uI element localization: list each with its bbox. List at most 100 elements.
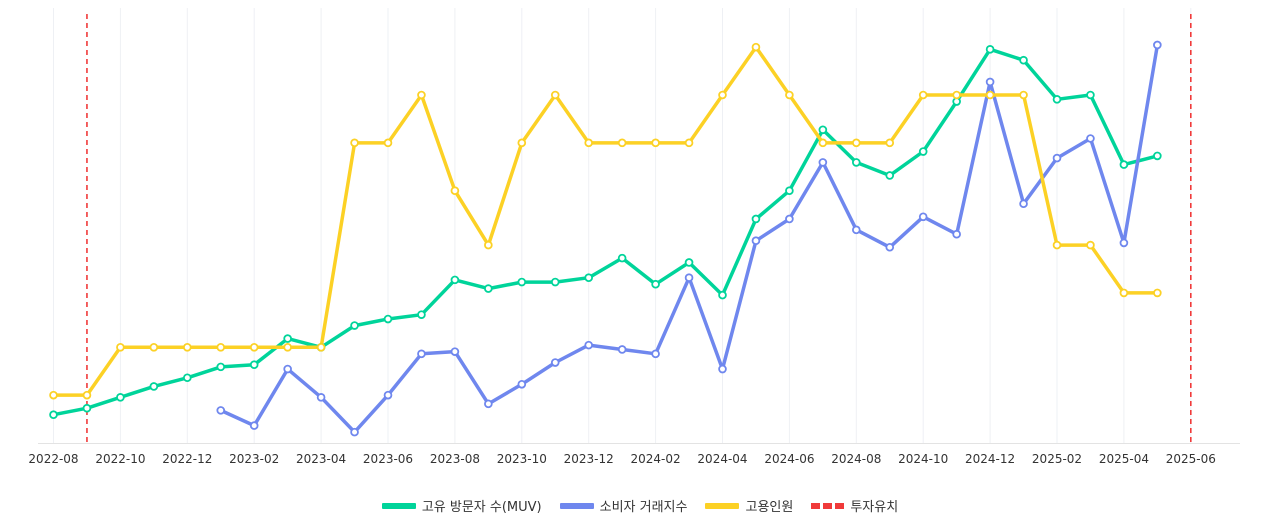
- data-point-series-0-2022-12[interactable]: [183, 373, 192, 383]
- data-point-series-2-2022-08[interactable]: [49, 390, 58, 400]
- data-point-series-0-2023-12[interactable]: [584, 273, 593, 283]
- data-point-series-2-2023-08[interactable]: [450, 186, 460, 196]
- data-point-series-2-2024-05[interactable]: [751, 42, 761, 52]
- data-point-series-1-2024-05[interactable]: [751, 236, 761, 246]
- data-point-series-0-2024-06[interactable]: [785, 186, 794, 196]
- data-point-series-2-2023-04[interactable]: [316, 342, 326, 352]
- data-point-series-2-2025-02[interactable]: [1052, 240, 1062, 250]
- data-point-series-1-2023-03[interactable]: [283, 364, 292, 374]
- data-point-series-1-2023-04[interactable]: [316, 393, 326, 402]
- data-point-series-2-2024-09[interactable]: [885, 138, 895, 148]
- data-point-series-2-2024-02[interactable]: [651, 138, 660, 148]
- data-point-series-2-2023-05[interactable]: [350, 138, 359, 148]
- data-point-series-2-2023-11[interactable]: [550, 90, 560, 100]
- data-point-series-0-2024-05[interactable]: [751, 214, 761, 224]
- data-point-series-2-2023-12[interactable]: [584, 138, 593, 148]
- data-point-series-1-2025-05[interactable]: [1153, 40, 1162, 50]
- data-point-series-0-2023-02[interactable]: [249, 360, 259, 370]
- legend-item-muv[interactable]: 고유 방문자 수(MUV): [381, 496, 542, 515]
- legend-item-investment[interactable]: 투자유치: [811, 496, 898, 515]
- data-point-series-2-2024-10[interactable]: [918, 90, 928, 100]
- data-point-series-1-2024-08[interactable]: [851, 225, 861, 235]
- data-point-series-1-2023-11[interactable]: [550, 358, 560, 367]
- legend-item-employees[interactable]: 고용인원: [705, 496, 793, 515]
- data-point-series-1-2025-03[interactable]: [1086, 134, 1095, 143]
- data-point-series-1-2023-10[interactable]: [517, 379, 527, 389]
- legend-item-consumer-index[interactable]: 소비자 거래지수: [559, 496, 687, 515]
- data-point-series-1-2024-02[interactable]: [651, 349, 660, 359]
- data-point-series-2-2023-03[interactable]: [283, 342, 292, 352]
- data-point-series-2-2024-12[interactable]: [985, 90, 995, 100]
- data-point-series-2-2025-03[interactable]: [1086, 240, 1095, 250]
- data-point-series-0-2022-09[interactable]: [82, 403, 92, 413]
- data-point-series-2-2023-10[interactable]: [517, 138, 527, 148]
- data-point-series-0-2023-11[interactable]: [550, 277, 560, 287]
- data-point-series-2-2024-07[interactable]: [818, 138, 828, 148]
- data-point-series-1-2024-07[interactable]: [818, 158, 828, 167]
- data-point-series-1-2023-07[interactable]: [417, 349, 426, 359]
- data-point-series-2-2022-10[interactable]: [116, 342, 125, 352]
- data-point-series-0-2024-09[interactable]: [885, 171, 895, 180]
- data-point-series-1-2025-01[interactable]: [1019, 199, 1028, 209]
- data-point-series-2-2022-09[interactable]: [82, 390, 92, 400]
- data-point-series-0-2023-06[interactable]: [383, 314, 393, 324]
- data-point-series-0-2025-03[interactable]: [1086, 90, 1095, 100]
- data-point-series-0-2024-07[interactable]: [818, 125, 828, 135]
- data-point-series-0-2024-12[interactable]: [985, 45, 995, 54]
- data-point-series-2-2023-07[interactable]: [417, 90, 426, 100]
- data-point-series-2-2024-11[interactable]: [952, 90, 961, 100]
- data-point-series-2-2024-01[interactable]: [617, 138, 627, 148]
- data-point-series-0-2023-05[interactable]: [350, 321, 359, 330]
- data-point-series-0-2023-03[interactable]: [283, 334, 292, 343]
- data-point-series-0-2022-10[interactable]: [116, 393, 125, 402]
- data-point-series-2-2024-04[interactable]: [718, 90, 727, 100]
- data-point-series-0-2024-02[interactable]: [651, 279, 660, 289]
- data-point-series-2-2023-06[interactable]: [383, 138, 393, 148]
- data-point-series-1-2024-06[interactable]: [785, 214, 794, 224]
- data-point-series-0-2024-01[interactable]: [617, 253, 627, 263]
- data-point-series-1-2023-06[interactable]: [383, 390, 393, 400]
- data-point-series-0-2025-02[interactable]: [1052, 95, 1062, 104]
- data-point-series-2-2023-01[interactable]: [216, 342, 226, 352]
- data-point-series-1-2024-10[interactable]: [918, 212, 928, 222]
- data-point-series-1-2023-12[interactable]: [584, 340, 593, 350]
- data-point-series-1-2023-02[interactable]: [249, 421, 259, 430]
- data-point-series-2-2025-04[interactable]: [1119, 288, 1129, 298]
- data-point-series-0-2022-08[interactable]: [49, 410, 58, 420]
- data-point-series-2-2025-05[interactable]: [1153, 288, 1162, 298]
- data-point-series-1-2023-05[interactable]: [350, 427, 359, 437]
- data-point-series-1-2023-01[interactable]: [216, 406, 226, 415]
- data-point-series-1-2023-08[interactable]: [450, 347, 460, 356]
- data-point-series-0-2025-01[interactable]: [1019, 55, 1028, 65]
- data-point-series-1-2024-12[interactable]: [985, 77, 995, 87]
- legend-label-muv: 고유 방문자 수(MUV): [421, 500, 542, 515]
- data-point-series-2-2024-03[interactable]: [684, 138, 694, 148]
- data-point-series-0-2023-07[interactable]: [417, 310, 426, 319]
- data-point-series-0-2023-08[interactable]: [450, 275, 460, 285]
- data-point-series-0-2023-01[interactable]: [216, 362, 226, 372]
- data-point-series-2-2022-12[interactable]: [183, 342, 192, 352]
- data-point-series-2-2023-02[interactable]: [249, 342, 259, 352]
- data-point-series-0-2025-04[interactable]: [1119, 160, 1129, 169]
- data-point-series-0-2024-08[interactable]: [851, 158, 861, 167]
- data-point-series-0-2024-10[interactable]: [918, 147, 928, 156]
- data-point-series-0-2024-04[interactable]: [718, 290, 727, 300]
- data-point-series-2-2022-11[interactable]: [149, 342, 159, 352]
- data-point-series-1-2024-01[interactable]: [617, 345, 627, 354]
- data-point-series-0-2023-10[interactable]: [517, 277, 527, 287]
- data-point-series-0-2024-03[interactable]: [684, 258, 694, 267]
- data-point-series-0-2023-09[interactable]: [484, 284, 493, 293]
- data-point-series-2-2024-06[interactable]: [785, 90, 794, 100]
- data-point-series-1-2023-09[interactable]: [484, 399, 493, 409]
- data-point-series-0-2022-11[interactable]: [149, 382, 159, 391]
- data-point-series-1-2024-09[interactable]: [885, 242, 895, 252]
- data-point-series-1-2025-02[interactable]: [1052, 153, 1062, 163]
- data-point-series-2-2025-01[interactable]: [1019, 90, 1028, 100]
- data-point-series-0-2025-05[interactable]: [1153, 151, 1162, 161]
- data-point-series-2-2023-09[interactable]: [484, 240, 493, 250]
- data-point-series-1-2024-11[interactable]: [952, 229, 961, 239]
- data-point-series-1-2025-04[interactable]: [1119, 238, 1129, 248]
- data-point-series-1-2024-03[interactable]: [684, 273, 694, 283]
- data-point-series-1-2024-04[interactable]: [718, 364, 727, 374]
- data-point-series-2-2024-08[interactable]: [851, 138, 861, 148]
